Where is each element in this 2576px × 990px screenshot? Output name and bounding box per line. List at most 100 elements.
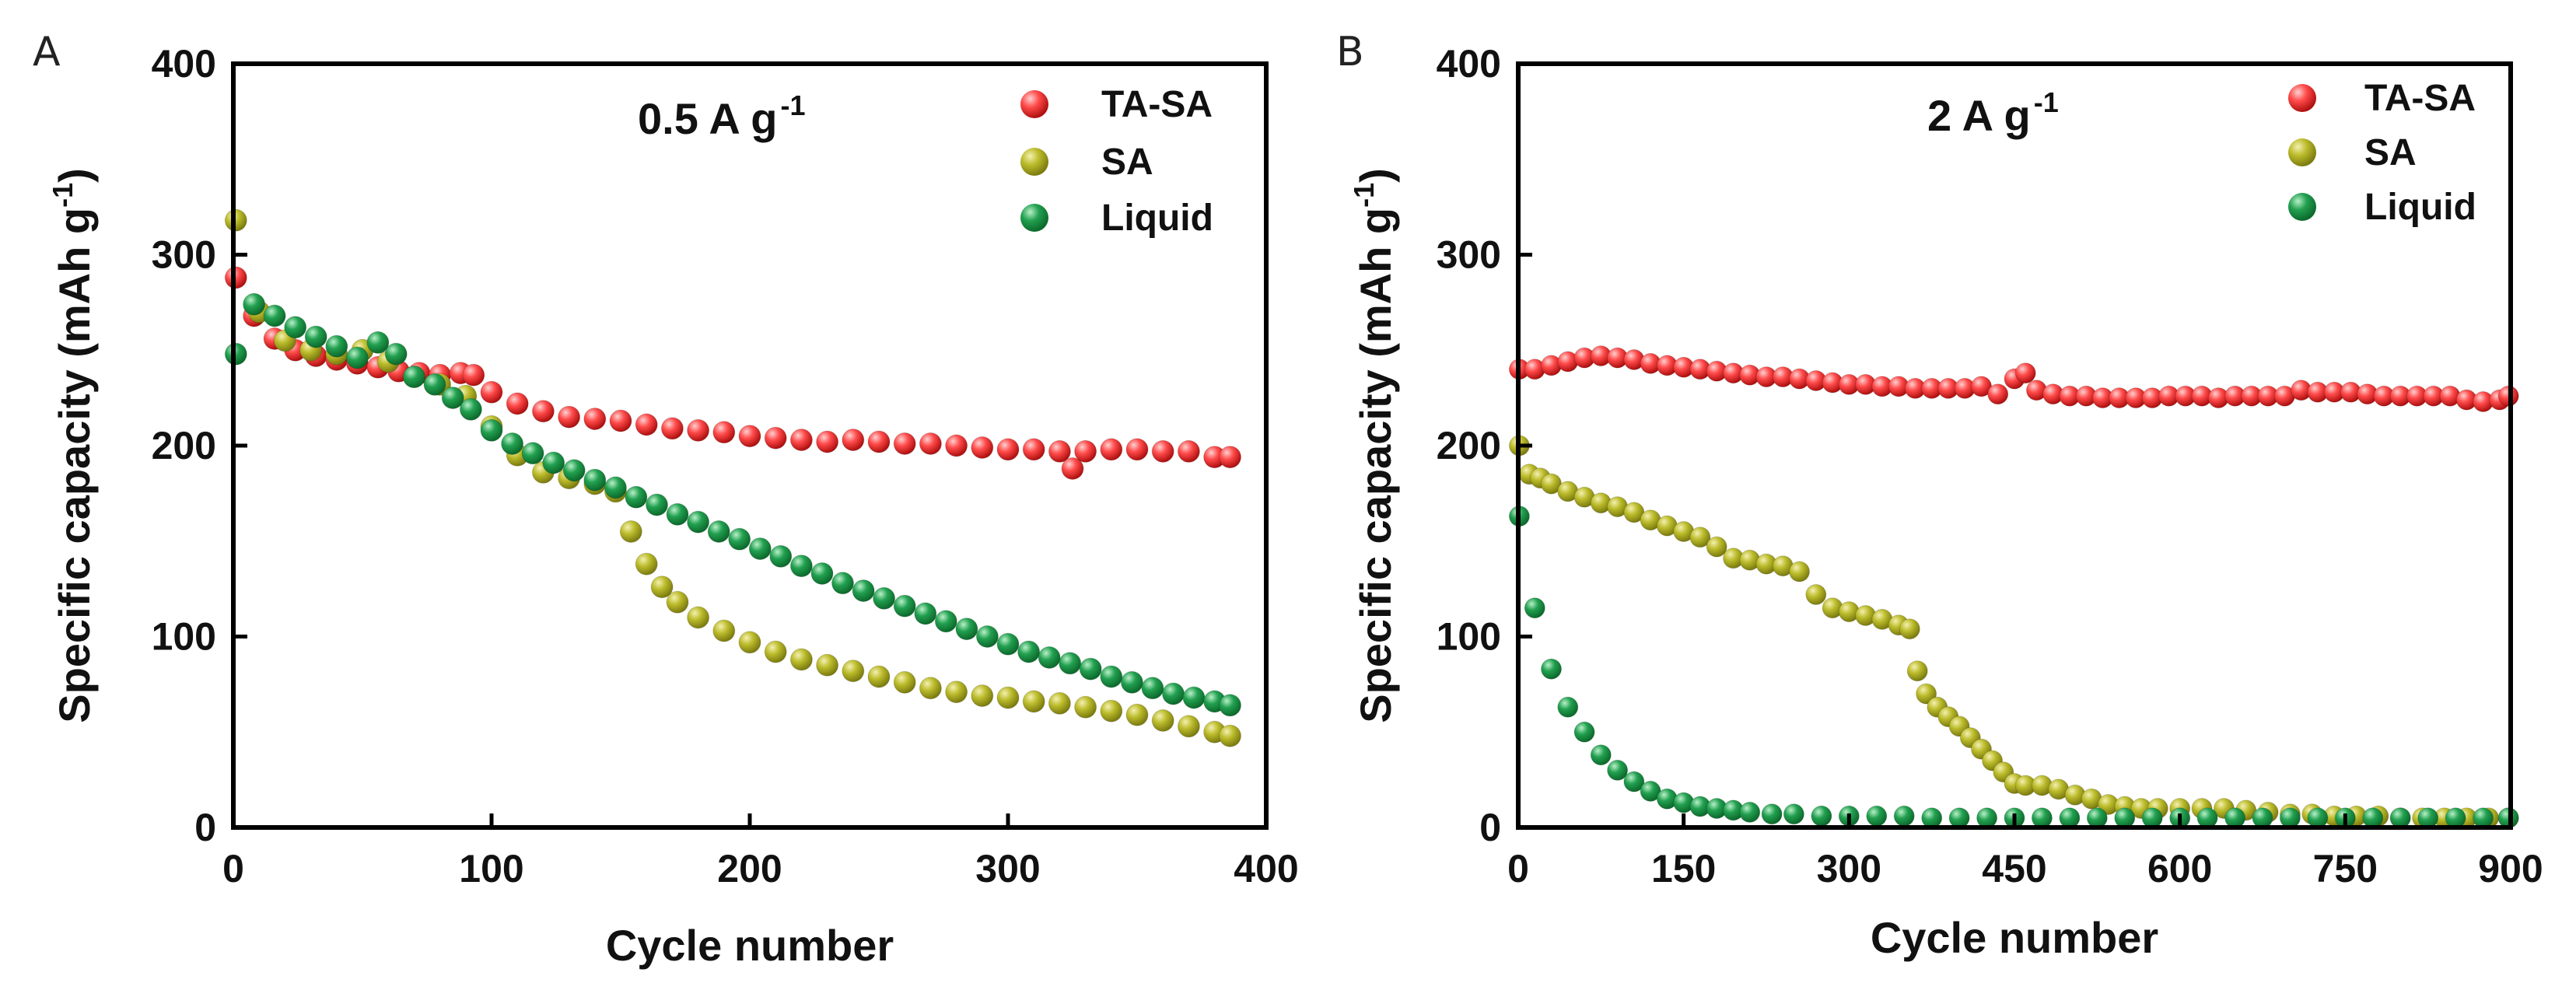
data-point — [1893, 805, 1915, 827]
data-point — [224, 342, 247, 366]
data-point — [1811, 805, 1832, 827]
data-point — [2114, 807, 2136, 829]
data-point — [666, 590, 689, 614]
data-point — [2059, 807, 2081, 829]
data-point — [893, 670, 916, 694]
data-point — [1151, 439, 1174, 463]
data-point — [1074, 439, 1097, 463]
y-axis-title: Specific capacity (mAh g-1) — [47, 168, 99, 723]
data-point — [1789, 561, 1810, 582]
data-point — [384, 342, 408, 366]
data-point — [1866, 805, 1888, 827]
legend-item-sa: SA — [1020, 142, 1153, 183]
data-point — [2417, 807, 2439, 829]
data-point — [764, 640, 787, 663]
data-point — [243, 292, 266, 316]
x-tick-label: 300 — [975, 847, 1040, 890]
data-point — [2196, 807, 2218, 829]
data-point — [712, 421, 736, 444]
data-point — [1022, 690, 1045, 713]
series-sa — [1508, 435, 2519, 829]
axis-ticks: 0 100 200 300 400 0 100 200 300 400 — [152, 42, 1299, 890]
data-point — [604, 476, 627, 499]
x-tick-label: 600 — [2147, 847, 2212, 890]
data-point — [558, 405, 581, 429]
data-point — [1100, 665, 1123, 688]
data-point — [521, 442, 544, 465]
data-point — [2473, 807, 2494, 829]
data-point — [1022, 438, 1045, 461]
data-point — [609, 409, 632, 432]
legend-label: TA-SA — [2364, 78, 2476, 119]
data-point — [789, 429, 813, 452]
x-tick-label: 150 — [1651, 847, 1716, 890]
data-point — [1017, 640, 1041, 663]
legend-marker — [2288, 138, 2316, 166]
data-point — [284, 316, 307, 339]
data-point — [831, 572, 854, 595]
data-point — [1623, 771, 1645, 792]
data-point — [687, 606, 710, 629]
data-point — [583, 408, 607, 431]
data-point — [1061, 457, 1084, 480]
data-point — [304, 325, 327, 348]
data-point — [810, 562, 834, 585]
data-point — [764, 426, 787, 450]
data-point — [501, 432, 524, 455]
data-point — [480, 380, 503, 404]
data-point — [769, 544, 793, 568]
data-point — [635, 413, 658, 436]
y-tick-label: 300 — [1437, 233, 1501, 277]
x-tick-label: 100 — [459, 847, 523, 890]
data-point — [423, 373, 446, 396]
panel-label: B — [1336, 29, 1364, 75]
data-point — [2362, 807, 2384, 829]
legend-label: TA-SA — [1101, 84, 1213, 125]
legend-item-liquid: Liquid — [1020, 198, 1213, 239]
data-point — [646, 493, 668, 516]
y-tick-label: 300 — [152, 233, 216, 277]
legend-item-ta-sa: TA-SA — [1020, 84, 1213, 125]
series-liquid — [1508, 505, 2519, 829]
data-point — [1100, 438, 1123, 461]
data-point — [1706, 536, 1727, 558]
series-sa — [224, 208, 1241, 747]
data-point — [1557, 696, 1579, 718]
data-point — [816, 653, 839, 677]
data-point — [562, 459, 586, 482]
y-tick-label: 0 — [194, 806, 216, 849]
data-point — [842, 659, 865, 683]
data-point — [441, 387, 464, 410]
data-point — [789, 554, 813, 578]
y-tick-label: 200 — [1437, 424, 1501, 467]
data-point — [2445, 807, 2466, 829]
series-ta-sa — [224, 266, 1241, 480]
data-point — [919, 432, 942, 455]
data-point — [1074, 695, 1097, 719]
data-point — [224, 208, 247, 232]
data-point — [789, 648, 813, 671]
data-point — [459, 397, 482, 421]
data-point — [1151, 709, 1174, 732]
data-point — [1783, 803, 1804, 825]
legend-marker — [2288, 84, 2316, 112]
data-point — [893, 594, 916, 617]
data-point — [1038, 646, 1061, 669]
legend: TA-SA SA Liquid — [2288, 78, 2476, 228]
x-tick-label: 900 — [2478, 847, 2543, 890]
chart-panel-a: A 0 100 200 300 400 0 100 200 300 400 0.5 A g -1 T… — [33, 29, 1299, 970]
data-point — [1177, 439, 1200, 463]
data-point — [462, 363, 485, 387]
legend-item-sa: SA — [2288, 132, 2417, 173]
data-point — [402, 366, 425, 389]
legend-label: Liquid — [2364, 187, 2476, 228]
data-point — [325, 334, 348, 358]
data-point — [1524, 597, 1545, 619]
data-point — [738, 631, 761, 654]
legend-marker — [2288, 193, 2316, 221]
data-point — [2224, 807, 2246, 829]
x-tick-label: 0 — [1507, 847, 1529, 890]
data-point — [1916, 683, 1937, 705]
data-point — [1590, 744, 1612, 766]
plot-frame — [1516, 61, 2513, 830]
